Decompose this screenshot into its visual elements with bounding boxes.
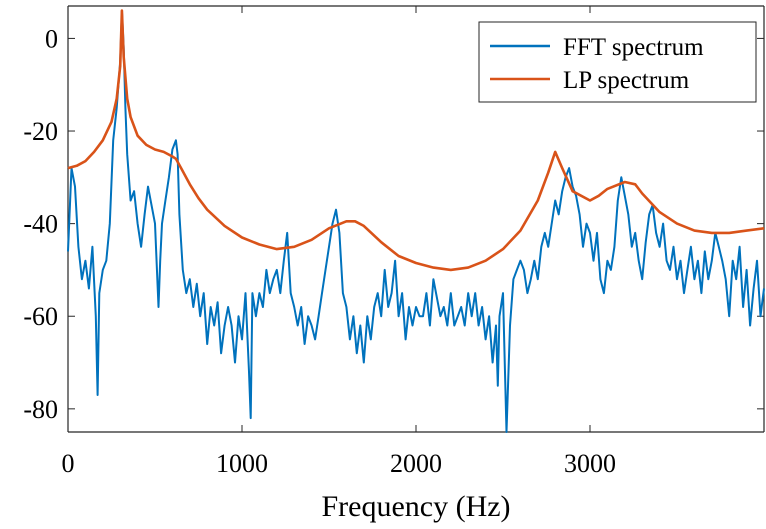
x-axis-title: Frequency (Hz): [321, 490, 510, 523]
x-tick-label: 1000: [216, 449, 268, 478]
x-axis-ticks: 0 1000 2000 3000: [62, 6, 616, 478]
y-tick-label: -80: [23, 395, 58, 424]
y-tick-label: -40: [23, 210, 58, 239]
series-line-fft: [67, 9, 765, 433]
plot-area: 0 1000 2000 3000 0 -20 -40 -60 -80: [23, 5, 765, 478]
legend-label-lp: LP spectrum: [563, 67, 690, 94]
y-tick-label: -60: [23, 302, 58, 331]
legend: FFT spectrum LP spectrum: [478, 21, 757, 103]
series-line-lp: [67, 9, 765, 272]
y-tick-label: 0: [45, 24, 58, 53]
x-tick-label: 0: [62, 449, 75, 478]
legend-label-fft: FFT spectrum: [563, 34, 704, 61]
y-tick-label: -20: [23, 117, 58, 146]
y-axis-ticks: 0 -20 -40 -60 -80: [23, 24, 764, 424]
x-tick-label: 3000: [564, 449, 616, 478]
series-layer: [67, 9, 765, 433]
x-tick-label: 2000: [390, 449, 442, 478]
legend-box: [478, 21, 757, 103]
